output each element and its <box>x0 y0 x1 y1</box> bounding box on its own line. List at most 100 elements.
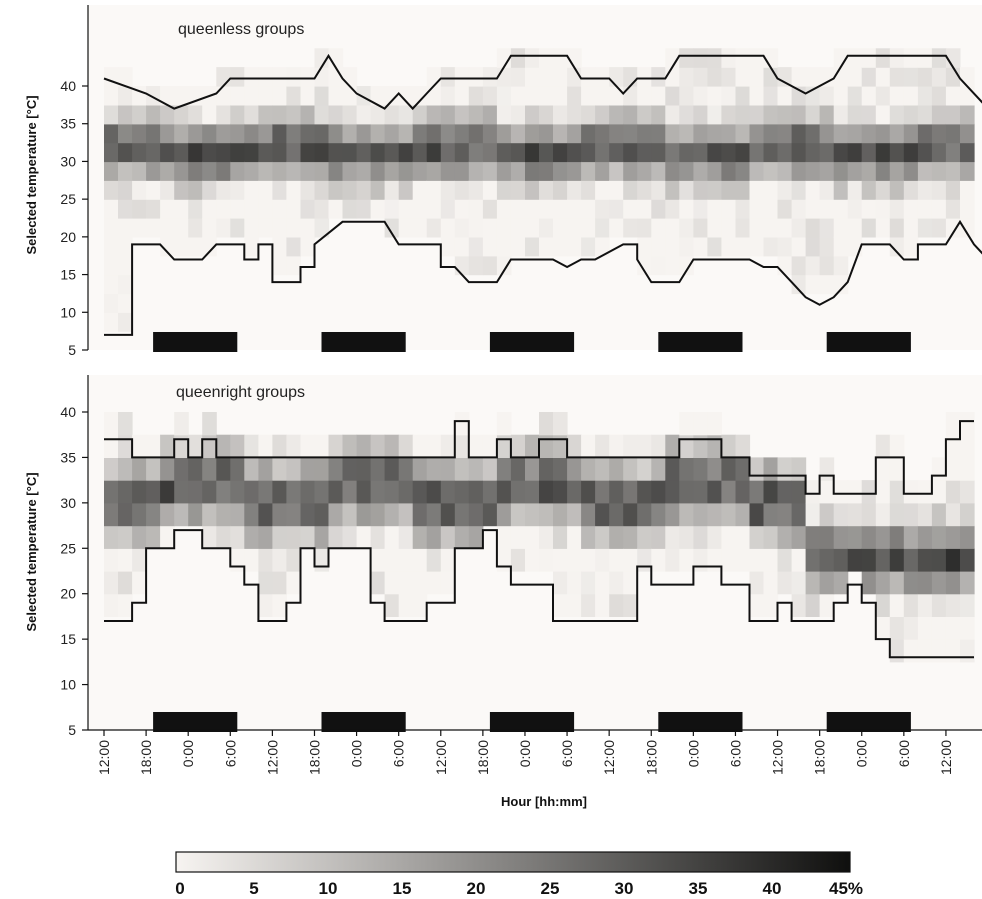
heatmap-cell <box>468 502 484 527</box>
heatmap-cell <box>454 255 470 276</box>
heatmap-cell <box>118 274 133 295</box>
heatmap-cell <box>917 48 933 68</box>
heatmap-cell <box>160 457 175 481</box>
heatmap-cell <box>693 548 708 572</box>
heatmap-cell <box>917 161 933 181</box>
heatmap-cell <box>721 180 736 200</box>
heatmap-cell <box>398 525 414 549</box>
heatmap-cell <box>665 48 680 68</box>
heatmap-cell <box>567 457 582 481</box>
heatmap-cell <box>454 457 470 481</box>
heatmap-cell <box>539 218 554 238</box>
heatmap-cell <box>174 502 189 527</box>
heatmap-cell <box>609 457 624 481</box>
heatmap-cell <box>903 142 919 163</box>
heatmap-cell <box>945 571 961 595</box>
heatmap-cell <box>174 218 189 238</box>
heatmap-cell <box>833 180 849 200</box>
heatmap-cell <box>791 142 807 163</box>
heatmap-cell <box>637 104 652 125</box>
heatmap-cell <box>609 571 624 595</box>
heatmap-cell <box>440 67 456 87</box>
colorbar-tick-label: 45% <box>829 879 863 898</box>
heatmap-cell <box>763 571 779 595</box>
heatmap-cell <box>777 457 793 481</box>
heatmap-cell <box>146 502 161 527</box>
colorbar-tick-label: 5 <box>249 879 258 898</box>
heatmap-cell <box>735 434 751 458</box>
x-tick-label: 0:00 <box>517 740 533 767</box>
heatmap-cell <box>960 525 975 549</box>
heatmap-cell <box>791 180 807 200</box>
heatmap-cell <box>202 525 217 549</box>
heatmap-cell <box>749 502 765 527</box>
heatmap-cell <box>623 86 638 106</box>
heatmap-cell <box>454 67 470 87</box>
heatmap-cell <box>875 48 891 68</box>
heatmap-cell <box>889 86 905 106</box>
heatmap-cell <box>160 502 175 527</box>
heatmap-cell <box>960 457 975 481</box>
heatmap-cell <box>861 142 877 163</box>
heatmap-cell <box>903 199 919 219</box>
heatmap-cell <box>861 502 877 527</box>
heatmap-cell <box>398 199 414 219</box>
y-tick-label: 25 <box>60 191 76 207</box>
heatmap-cell <box>146 434 161 458</box>
heatmap-cell <box>693 434 708 458</box>
heatmap-cell <box>539 142 554 163</box>
heatmap-cell <box>370 199 386 219</box>
heatmap-cell <box>202 199 217 219</box>
heatmap-cell <box>482 199 498 219</box>
x-tick-label: 18:00 <box>812 740 828 775</box>
heatmap-cell <box>188 142 203 163</box>
heatmap-cell <box>356 180 372 200</box>
heatmap-cell <box>300 525 316 549</box>
heatmap-cell <box>510 161 526 181</box>
heatmap-cell <box>525 218 540 238</box>
heatmap-cell <box>440 502 456 527</box>
heatmap-cell <box>875 123 891 144</box>
heatmap-cell <box>721 236 736 257</box>
heatmap-cell <box>132 180 147 200</box>
heatmap-cell <box>426 67 442 87</box>
heatmap-cell <box>679 412 694 436</box>
heatmap-cell <box>623 142 638 163</box>
heatmap-cell <box>440 161 456 181</box>
heatmap-cell <box>581 104 596 125</box>
upper-envelope-queenright <box>104 420 974 495</box>
heatmap-cell <box>707 199 722 219</box>
heatmap-cell <box>286 180 301 200</box>
colorbar-gradient <box>175 851 851 873</box>
heatmap-cell <box>749 104 765 125</box>
heatmap-cell <box>833 502 849 527</box>
heatmap-cell <box>539 412 554 436</box>
heatmap-cell <box>216 123 231 144</box>
upper-envelope-queenless <box>103 53 982 111</box>
heatmap-cell <box>328 86 344 106</box>
heatmap-cell <box>454 104 470 125</box>
heatmap-cell <box>749 142 765 163</box>
heatmap-cell <box>104 161 119 181</box>
y-tick-label: 15 <box>60 631 76 647</box>
heatmap-cell <box>104 571 119 595</box>
heatmap-cell <box>791 502 807 527</box>
heatmap-cell <box>370 180 386 200</box>
heatmap-cell <box>693 480 708 504</box>
heatmap-cell <box>581 161 596 181</box>
heatmap-cell <box>174 86 189 106</box>
heatmap-cell <box>847 142 863 163</box>
heatmap-cell <box>805 236 821 257</box>
heatmap-cell <box>819 502 835 527</box>
heatmap-cell <box>819 525 835 549</box>
heatmap-cell <box>440 180 456 200</box>
heatmap-cell <box>917 571 933 595</box>
heatmap-cell <box>721 502 736 527</box>
heatmap-cell <box>595 123 610 144</box>
heatmap-cell <box>903 218 919 238</box>
heatmap-cell <box>370 480 386 504</box>
heatmap-cell <box>539 67 554 87</box>
heatmap-cell <box>931 480 947 504</box>
heatmap-cell <box>567 180 582 200</box>
heatmap-cell <box>777 480 793 504</box>
